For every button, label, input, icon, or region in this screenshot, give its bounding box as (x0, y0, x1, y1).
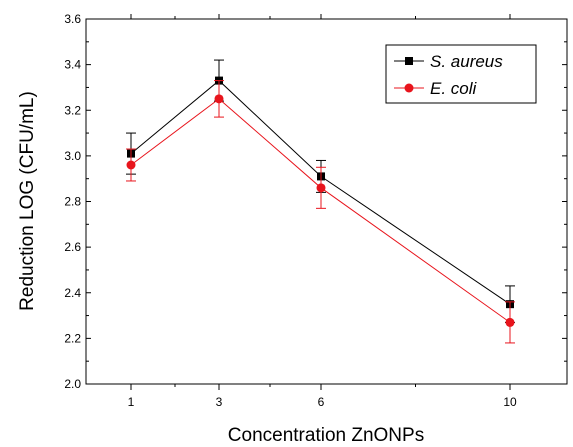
legend-label-e-coli: E. coli (430, 79, 478, 98)
legend-box (385, 44, 537, 104)
y-tick-label: 2.4 (64, 286, 81, 300)
series-layer (126, 59, 515, 344)
x-tick-label: 1 (128, 395, 135, 409)
legend: S. aureus E. coli (385, 44, 537, 104)
y-tick-label: 2.0 (64, 377, 81, 391)
x-tick-label: 6 (318, 395, 325, 409)
y-tick-label: 3.2 (64, 103, 81, 117)
legend-marker-e-coli (404, 83, 414, 93)
series-line-e-coli (130, 98, 511, 323)
series-line-s-aureus (130, 79, 511, 305)
y-tick-label: 3.0 (64, 149, 81, 163)
y-tick-label: 2.8 (64, 195, 81, 209)
y-tick-label: 3.6 (64, 12, 81, 26)
y-tick-label: 2.2 (64, 331, 81, 345)
data-point (505, 317, 515, 327)
data-point (126, 160, 136, 170)
y-axis-title: Reduction LOG (CFU/mL) (17, 91, 38, 311)
x-tick-label: 3 (216, 395, 223, 409)
x-tick-label: 10 (503, 395, 517, 409)
data-point (214, 94, 224, 104)
legend-marker-s-aureus (405, 57, 413, 65)
x-axis-title: Concentration ZnONPs (228, 425, 424, 446)
y-tick-label: 3.4 (64, 58, 81, 72)
series-e-coli (126, 80, 515, 344)
x-axis: 1 3 6 10 (128, 14, 517, 409)
y-tick-label: 2.6 (64, 240, 81, 254)
legend-label-s-aureus: S. aureus (430, 52, 503, 71)
y-axis: 2.0 2.2 2.4 2.6 2.8 3.0 3.2 3.4 3.6 (64, 12, 567, 391)
data-point (316, 183, 326, 193)
